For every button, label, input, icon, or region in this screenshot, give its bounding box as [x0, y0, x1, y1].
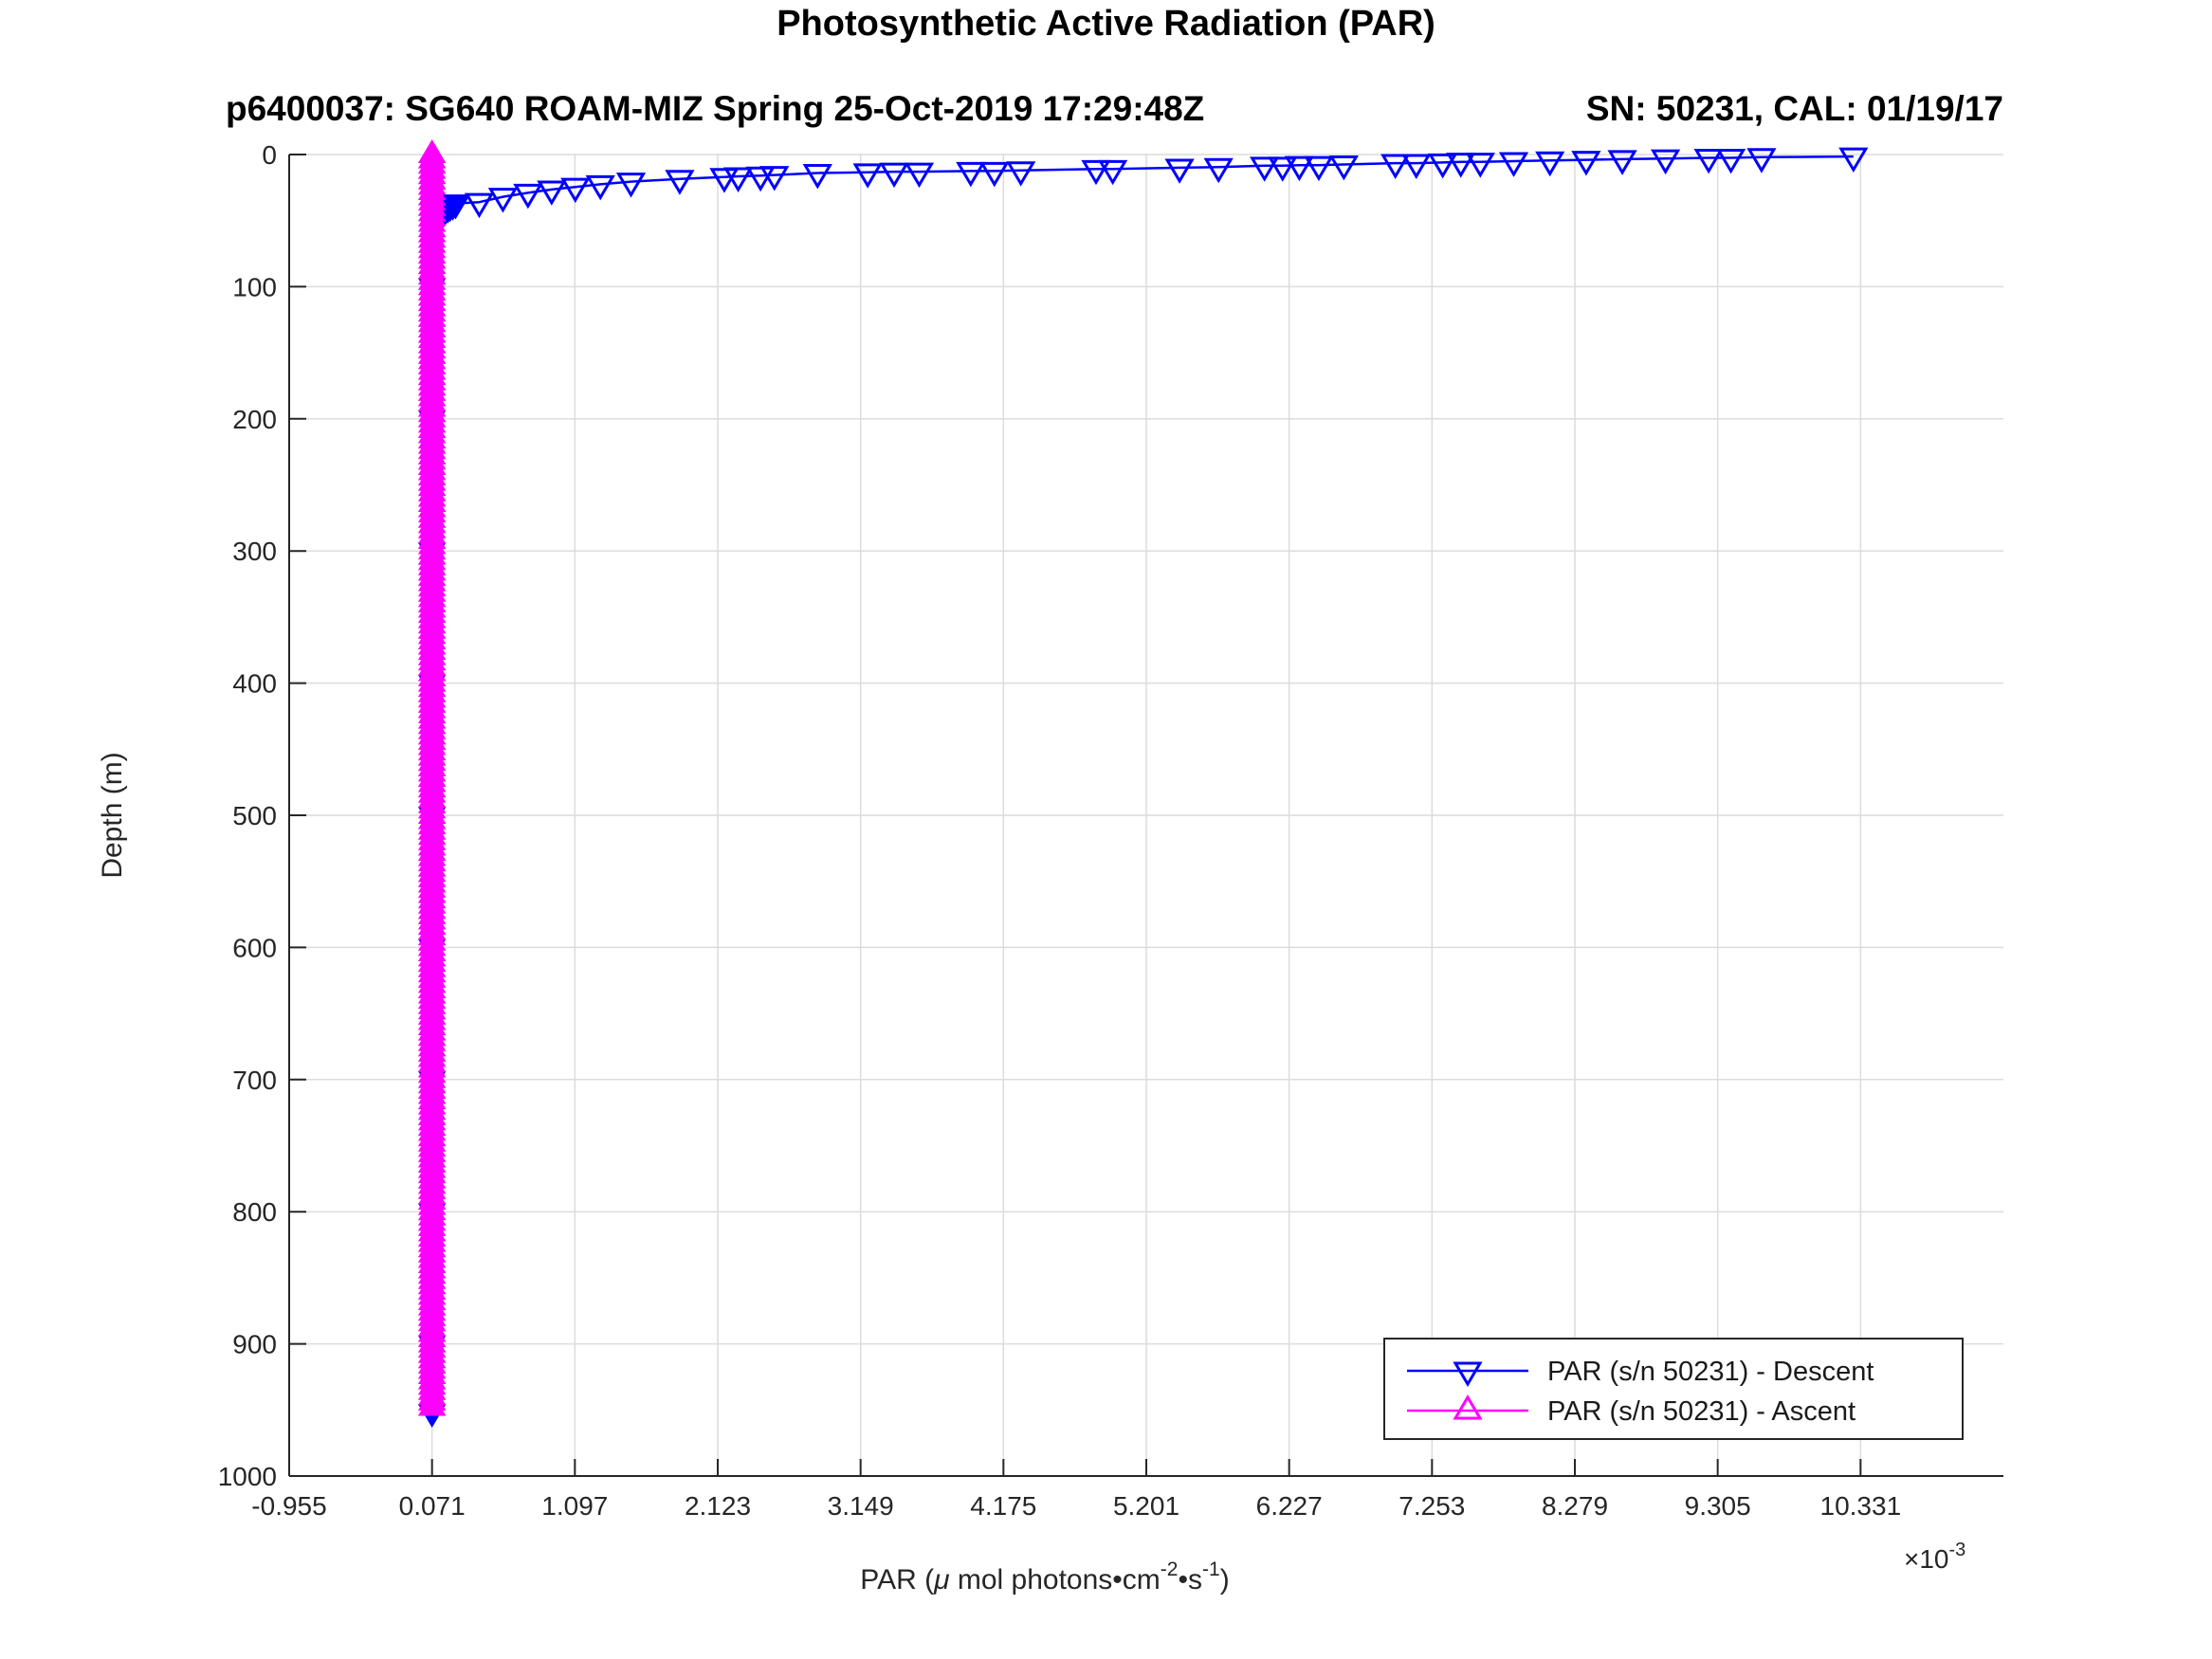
descent-marker [560, 177, 591, 204]
descent-marker [745, 166, 776, 192]
y-tick-label: 400 [232, 669, 277, 699]
x-tick-label: 9.305 [1685, 1491, 1751, 1521]
x-axis-multiplier: ×10-3 [1904, 1540, 1965, 1574]
y-tick-label: 0 [262, 140, 277, 170]
y-tick-labels: 0 100 200 300 400 500 600 700 800 900 1000 [218, 140, 277, 1491]
descent-marker [487, 188, 519, 213]
descent-marker [852, 163, 883, 189]
x-tick-label: 2.123 [685, 1491, 751, 1521]
x-tick-label: 6.227 [1256, 1491, 1323, 1521]
x-tick-label: 10.331 [1820, 1491, 1902, 1521]
axes [288, 154, 2003, 1477]
descent-marker [1693, 148, 1724, 174]
chart-title: Photosynthetic Active Radiation (PAR) [777, 4, 1435, 44]
x-axis-label: PAR (μ mol photons•cm-2•s-1) [860, 1559, 1229, 1595]
axes-title-right: SN: 50231, CAL: 01/19/17 [1585, 89, 2003, 128]
descent-marker [1607, 150, 1637, 175]
descent-marker [1428, 153, 1458, 179]
legend-label: PAR (s/n 50231) - Ascent [1547, 1396, 1856, 1427]
descent-marker [1571, 151, 1601, 176]
legend: PAR (s/n 50231) - Descent PAR (s/n 50231)… [1383, 1338, 1964, 1440]
ascent-series [417, 139, 447, 1416]
descent-marker [709, 168, 740, 193]
descent-marker [1401, 154, 1432, 180]
descent-marker [956, 161, 986, 188]
x-tick-label: 1.097 [541, 1491, 608, 1521]
y-tick-label: 1000 [218, 1462, 277, 1491]
x-tick-label: 8.279 [1542, 1491, 1608, 1521]
descent-marker [979, 161, 1010, 188]
x-tick-label: 4.175 [970, 1491, 1036, 1521]
descent-marker [1328, 155, 1360, 181]
descent-marker [1498, 152, 1529, 177]
y-tick-label: 600 [232, 933, 277, 962]
descent-marker [1164, 158, 1195, 184]
x-tick-label: -0.955 [251, 1491, 326, 1521]
descent-marker [615, 173, 647, 198]
descent-line [430, 155, 1854, 1413]
y-tick-label: 900 [232, 1330, 277, 1359]
descent-marker [1304, 155, 1334, 182]
ascent-marker [417, 1392, 447, 1416]
descent-marker [1535, 151, 1565, 177]
x-tick-labels: -0.955 0.071 1.097 2.123 3.149 4.175 5.201 6.22… [251, 1491, 1901, 1521]
descent-marker [1838, 147, 1869, 173]
x-tick-label: 5.201 [1113, 1491, 1179, 1521]
descent-marker [1097, 159, 1128, 186]
descent-marker [1650, 149, 1681, 175]
legend-marker [1453, 1361, 1483, 1387]
descent-marker [513, 183, 543, 210]
y-tick-label: 200 [232, 405, 277, 434]
legend-box [1383, 1338, 1964, 1440]
descent-marker [537, 180, 567, 206]
descent-marker [1284, 155, 1315, 182]
descent-marker [1715, 148, 1746, 174]
axes-title: p6400037: SG640 ROAM-MIZ Spring 25-Oct-2… [226, 89, 2003, 129]
descent-marker [1250, 156, 1280, 182]
descent-marker [1446, 153, 1476, 178]
y-tick-label: 300 [232, 537, 277, 566]
x-tick-label: 7.253 [1398, 1491, 1465, 1521]
descent-marker [1203, 157, 1234, 184]
legend-entry-descent: PAR (s/n 50231) - Descent [1407, 1357, 1874, 1387]
descent-marker [1006, 161, 1036, 187]
descent-marker [1380, 154, 1411, 180]
legend-marker [1453, 1395, 1483, 1420]
y-tick-label: 800 [232, 1197, 277, 1227]
y-tick-label: 500 [232, 801, 277, 830]
y-tick-label: 100 [232, 272, 277, 301]
x-tick-label: 3.149 [828, 1491, 894, 1521]
x-tick-label: 0.071 [399, 1491, 466, 1521]
descent-marker [879, 162, 909, 189]
legend-entry-ascent: PAR (s/n 50231) - Ascent [1407, 1395, 1856, 1427]
descent-marker [1081, 159, 1111, 186]
descent-marker [1268, 156, 1298, 182]
descent-marker [585, 174, 615, 201]
descent-marker [464, 192, 495, 219]
legend-label: PAR (s/n 50231) - Descent [1547, 1357, 1874, 1387]
descent-marker [1746, 148, 1777, 173]
descent-marker [802, 164, 832, 190]
axes-title-left: p6400037: SG640 ROAM-MIZ Spring 25-Oct-2… [226, 89, 1205, 128]
descent-marker [1465, 153, 1495, 178]
y-tick-label: 700 [232, 1066, 277, 1095]
descent-series [417, 147, 1869, 1429]
descent-marker [665, 170, 695, 195]
y-axis-label: Depth (m) [97, 752, 128, 878]
descent-marker [904, 162, 935, 189]
